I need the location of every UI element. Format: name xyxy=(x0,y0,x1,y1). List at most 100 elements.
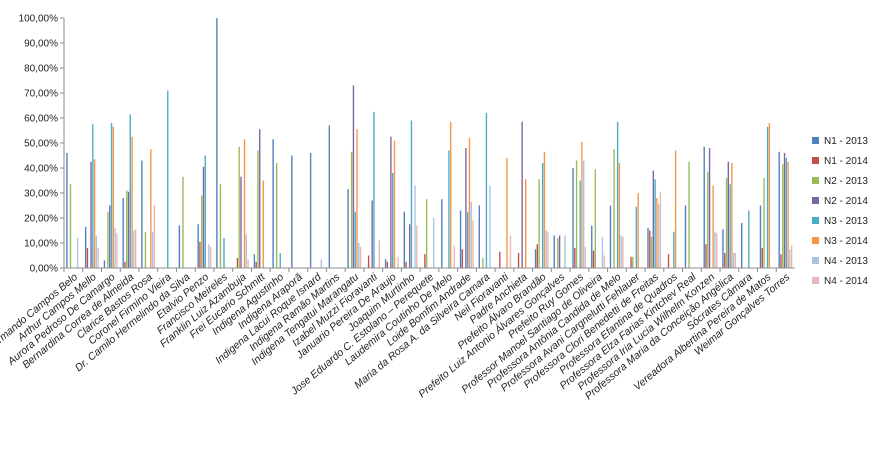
bar xyxy=(649,230,651,268)
bar xyxy=(259,129,261,268)
bar xyxy=(674,150,677,268)
bar xyxy=(255,261,257,268)
bar xyxy=(97,248,99,268)
bar xyxy=(197,224,199,268)
bar xyxy=(732,253,735,268)
bar xyxy=(583,160,585,268)
bar xyxy=(219,184,222,268)
bar xyxy=(591,225,593,268)
bar xyxy=(521,121,523,268)
y-tick-label: 0,00% xyxy=(30,264,58,275)
bar xyxy=(240,176,242,268)
bar xyxy=(618,163,621,268)
bar xyxy=(734,253,737,268)
bar xyxy=(328,125,331,268)
bar xyxy=(538,179,540,268)
legend-swatch xyxy=(812,137,819,144)
bar xyxy=(433,218,435,268)
bar xyxy=(722,229,724,268)
legend-label: N1 - 2014 xyxy=(824,156,868,167)
bar xyxy=(465,148,467,268)
bars-layer xyxy=(66,18,793,268)
legend-swatch xyxy=(812,257,819,264)
bar xyxy=(86,248,89,268)
bar xyxy=(564,235,566,268)
legend-swatch xyxy=(812,237,819,244)
bar xyxy=(575,160,578,268)
bar xyxy=(141,160,143,268)
bar xyxy=(714,231,716,268)
y-tick-label: 50,00% xyxy=(24,139,58,150)
y-tick-label: 100,00% xyxy=(19,14,59,25)
legend-swatch xyxy=(812,277,819,284)
bar xyxy=(547,231,549,268)
bar xyxy=(654,179,656,268)
bar xyxy=(688,161,690,268)
bar xyxy=(247,259,249,268)
bar xyxy=(408,224,411,268)
bar xyxy=(553,235,555,268)
bar xyxy=(95,235,98,268)
bar xyxy=(450,121,452,268)
bar xyxy=(478,205,480,268)
bar xyxy=(712,185,714,268)
bar xyxy=(783,153,786,268)
bar xyxy=(659,191,662,268)
bar xyxy=(112,126,115,268)
bar xyxy=(253,254,256,268)
bar xyxy=(378,240,380,268)
bar xyxy=(759,205,762,268)
legend-label: N2 - 2014 xyxy=(824,196,868,207)
bar xyxy=(126,190,128,268)
bar xyxy=(122,198,124,268)
bar xyxy=(116,233,118,268)
bar xyxy=(506,158,508,268)
bar xyxy=(405,261,407,268)
bar xyxy=(630,256,632,268)
bar xyxy=(724,253,726,268)
bar xyxy=(403,211,406,268)
bar xyxy=(291,155,293,268)
bar xyxy=(69,184,72,268)
bar xyxy=(347,189,349,268)
bar xyxy=(390,136,392,268)
bar xyxy=(541,163,544,268)
bar xyxy=(275,163,278,268)
bar xyxy=(584,246,587,268)
bar xyxy=(708,148,711,268)
bar xyxy=(414,185,416,268)
bar xyxy=(453,245,455,268)
bar xyxy=(279,253,281,268)
bar xyxy=(107,211,109,268)
y-tick-label: 10,00% xyxy=(24,239,58,250)
bar xyxy=(127,191,130,268)
bar xyxy=(766,126,769,268)
bar xyxy=(761,248,763,268)
bar xyxy=(416,225,418,268)
bar xyxy=(354,211,356,268)
bar xyxy=(199,241,201,268)
bar xyxy=(601,236,604,268)
bar xyxy=(579,180,581,268)
bar xyxy=(114,228,116,268)
bar xyxy=(352,85,355,268)
bar xyxy=(129,114,131,268)
bar xyxy=(468,138,471,268)
bar xyxy=(545,230,547,268)
bar xyxy=(144,231,147,268)
bar xyxy=(729,184,731,268)
bar xyxy=(652,170,655,268)
bar xyxy=(110,123,113,268)
bar xyxy=(525,179,527,268)
y-tick-label: 60,00% xyxy=(24,114,58,125)
bar xyxy=(716,233,718,268)
bar xyxy=(410,120,413,268)
bar xyxy=(748,210,750,268)
bar xyxy=(609,205,612,268)
bar xyxy=(616,121,619,268)
bar xyxy=(356,129,358,268)
legend-label: N4 - 2014 xyxy=(824,276,868,287)
bar xyxy=(272,139,274,268)
bar xyxy=(209,246,212,268)
